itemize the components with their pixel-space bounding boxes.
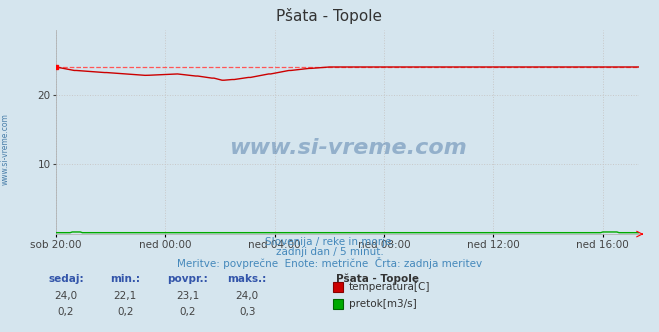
Text: povpr.:: povpr.: <box>167 274 208 284</box>
Text: min.:: min.: <box>110 274 140 284</box>
Text: pretok[m3/s]: pretok[m3/s] <box>349 299 416 309</box>
Text: 0,3: 0,3 <box>239 307 256 317</box>
Text: 0,2: 0,2 <box>57 307 74 317</box>
Text: 22,1: 22,1 <box>113 290 137 300</box>
Text: 0,2: 0,2 <box>179 307 196 317</box>
Text: maks.:: maks.: <box>227 274 267 284</box>
Text: www.si-vreme.com: www.si-vreme.com <box>1 114 10 185</box>
Text: 24,0: 24,0 <box>235 290 259 300</box>
Text: Meritve: povprečne  Enote: metrične  Črta: zadnja meritev: Meritve: povprečne Enote: metrične Črta:… <box>177 257 482 269</box>
Text: 0,2: 0,2 <box>117 307 134 317</box>
Text: temperatura[C]: temperatura[C] <box>349 282 430 292</box>
Text: zadnji dan / 5 minut.: zadnji dan / 5 minut. <box>275 247 384 257</box>
Text: sedaj:: sedaj: <box>48 274 84 284</box>
Text: Pšata - Topole: Pšata - Topole <box>336 274 419 285</box>
Text: 24,0: 24,0 <box>54 290 78 300</box>
Text: Pšata - Topole: Pšata - Topole <box>277 8 382 24</box>
Text: Slovenija / reke in morje.: Slovenija / reke in morje. <box>264 237 395 247</box>
Text: www.si-vreme.com: www.si-vreme.com <box>229 138 467 158</box>
Text: 23,1: 23,1 <box>176 290 200 300</box>
